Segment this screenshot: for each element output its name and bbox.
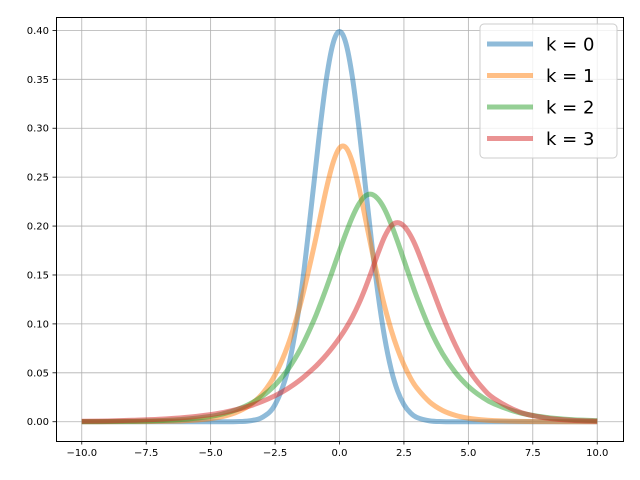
x-axis: −10.0 −7.5 −5.0 −2.5 0.0 2.5 5.0 7.5 10.0 — [66, 441, 608, 459]
x-tick-label: −7.5 — [134, 448, 158, 459]
series-layer — [81, 28, 598, 425]
legend-label: k = 0 — [546, 35, 594, 56]
x-tick-label: −10.0 — [66, 448, 97, 459]
y-axis: 0.00 0.05 0.10 0.15 0.20 0.25 0.30 0.35 0.40 — [27, 26, 56, 428]
x-tick-label: 2.5 — [396, 448, 412, 459]
y-tick-label: 0.30 — [27, 124, 49, 135]
x-tick-label: −5.0 — [198, 448, 222, 459]
y-tick-label: 0.05 — [27, 368, 49, 379]
y-tick-label: 0.35 — [27, 75, 49, 86]
x-tick-label: 10.0 — [586, 448, 608, 459]
legend-entries: k = 0 k = 1 k = 2 k = 3 — [487, 35, 594, 150]
x-tick-label: 5.0 — [460, 448, 476, 459]
legend-label: k = 3 — [546, 129, 594, 150]
y-tick-label: 0.15 — [27, 270, 49, 281]
legend-box — [479, 23, 618, 159]
x-tick-label: 7.5 — [525, 448, 541, 459]
y-tick-label: 0.20 — [27, 222, 49, 233]
y-tick-label: 0.25 — [27, 173, 49, 184]
axes-frame — [56, 17, 624, 442]
y-tick-label: 0.40 — [27, 26, 49, 37]
legend: k = 0 k = 1 k = 2 k = 3 — [479, 23, 618, 159]
legend-label: k = 2 — [546, 98, 594, 119]
x-tick-label: 0.0 — [332, 448, 348, 459]
series-line-k0 — [81, 28, 598, 425]
series-line-k1 — [81, 143, 598, 425]
legend-label: k = 1 — [546, 66, 594, 87]
x-tick-label: −2.5 — [263, 448, 287, 459]
series-line-k3 — [81, 220, 598, 424]
y-tick-label: 0.10 — [27, 319, 49, 330]
y-tick-label: 0.00 — [27, 417, 49, 428]
